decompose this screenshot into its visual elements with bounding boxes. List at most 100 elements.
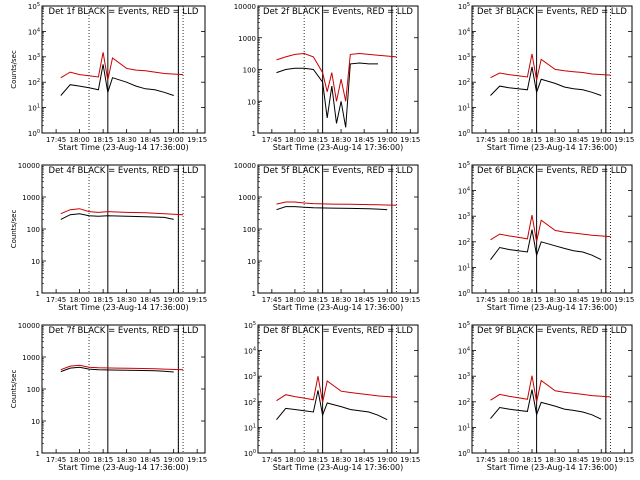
series-events-line xyxy=(60,213,174,220)
x-tick-label: 19:00 xyxy=(164,136,184,144)
x-tick-label: 19:15 xyxy=(187,296,207,304)
y-tick-label: 10000 xyxy=(234,162,256,170)
x-axis-label: Start Time (23-Aug-14 17:36:00) xyxy=(487,463,618,472)
panel-title: Det 5f BLACK = Events, RED = LLD xyxy=(263,166,413,176)
x-tick-label: 18:15 xyxy=(93,136,113,144)
panel-title: Det 3f BLACK = Events, RED = LLD xyxy=(477,7,627,17)
panel-6: Det 6f BLACK = Events, RED = LLD 100 101 10… xyxy=(458,161,635,312)
x-tick-label: 17:45 xyxy=(262,136,282,144)
series-lld-line xyxy=(490,375,611,403)
x-axis-label: Start Time (23-Aug-14 17:36:00) xyxy=(487,143,618,152)
series-lld-line xyxy=(276,376,397,403)
y-tick-label: 1 xyxy=(252,130,256,138)
x-tick-label: 18:45 xyxy=(140,456,160,464)
x-axis-label: Start Time (23-Aug-14 17:36:00) xyxy=(58,143,189,152)
y-tick-label: 101 xyxy=(458,423,470,432)
x-tick-label: 19:00 xyxy=(164,456,184,464)
y-tick-label: 102 xyxy=(458,238,470,247)
y-tick-label: 1 xyxy=(252,290,256,298)
y-tick-label: 103 xyxy=(244,372,256,381)
y-tick-label: 101 xyxy=(458,104,470,113)
x-tick-label: 17:45 xyxy=(262,296,282,304)
panel-5: Det 5f BLACK = Events, RED = LLD 1 10 100 10… xyxy=(234,162,421,312)
x-tick-label: 18:45 xyxy=(140,136,160,144)
x-tick-label: 18:30 xyxy=(117,136,137,144)
x-tick-label: 19:15 xyxy=(400,136,420,144)
y-axis-label: Counts/sec xyxy=(10,370,18,409)
x-tick-label: 18:00 xyxy=(285,456,305,464)
y-tick-label: 100 xyxy=(27,226,40,234)
x-tick-label: 19:15 xyxy=(400,296,420,304)
y-tick-label: 102 xyxy=(244,398,256,407)
series-events-line xyxy=(60,64,174,96)
y-tick-label: 100 xyxy=(243,226,256,234)
y-tick-label: 1000 xyxy=(238,194,256,202)
x-tick-label: 17:45 xyxy=(476,136,496,144)
x-tick-label: 18:30 xyxy=(117,296,137,304)
plot-frame xyxy=(41,164,206,294)
panel-title: Det 2f BLACK = Events, RED = LLD xyxy=(263,7,413,17)
panel-4: Det 4f BLACK = Events, RED = LLD 1 10 100 10… xyxy=(10,162,207,312)
y-tick-label: 102 xyxy=(458,78,470,87)
y-tick-label: 1 xyxy=(36,290,40,298)
panel-8: Det 8f BLACK = Events, RED = LLD 100 101 10… xyxy=(244,321,421,472)
x-tick-label: 17:45 xyxy=(46,456,66,464)
x-tick-label: 18:45 xyxy=(140,296,160,304)
x-tick-label: 18:00 xyxy=(285,136,305,144)
x-tick-label: 18:00 xyxy=(499,456,519,464)
series-lld-line xyxy=(276,201,397,206)
x-tick-label: 19:15 xyxy=(187,136,207,144)
y-tick-label: 1000 xyxy=(22,194,40,202)
x-tick-label: 18:15 xyxy=(308,456,328,464)
panel-2: Det 2f BLACK = Events, RED = LLD 1 10 100 10… xyxy=(234,3,421,152)
x-tick-label: 19:00 xyxy=(377,456,397,464)
y-tick-label: 102 xyxy=(458,398,470,407)
x-tick-label: 18:30 xyxy=(331,296,351,304)
series-lld-line xyxy=(490,53,611,81)
panel-1: Det 1f BLACK = Events, RED = LLD 100 101 10… xyxy=(10,2,207,152)
series-lld-line xyxy=(276,52,397,102)
y-tick-label: 103 xyxy=(458,53,470,62)
x-tick-label: 19:00 xyxy=(377,296,397,304)
x-tick-label: 18:45 xyxy=(354,456,374,464)
x-tick-label: 17:45 xyxy=(262,456,282,464)
x-tick-label: 18:00 xyxy=(499,296,519,304)
y-tick-label: 105 xyxy=(28,2,40,11)
x-tick-label: 18:15 xyxy=(522,136,542,144)
x-tick-label: 19:15 xyxy=(400,456,420,464)
x-tick-label: 18:30 xyxy=(331,456,351,464)
panel-title: Det 4f BLACK = Events, RED = LLD xyxy=(49,166,199,176)
y-tick-label: 10 xyxy=(31,258,40,266)
x-tick-label: 18:45 xyxy=(354,296,374,304)
x-tick-label: 18:30 xyxy=(545,136,565,144)
x-tick-label: 18:30 xyxy=(545,296,565,304)
x-axis-label: Start Time (23-Aug-14 17:36:00) xyxy=(58,303,189,312)
x-axis-label: Start Time (23-Aug-14 17:36:00) xyxy=(273,303,404,312)
panel-title: Det 1f BLACK = Events, RED = LLD xyxy=(49,7,199,17)
x-tick-label: 18:00 xyxy=(70,456,90,464)
y-tick-label: 104 xyxy=(244,347,256,356)
y-tick-label: 10 xyxy=(247,258,256,266)
series-events-line xyxy=(60,366,174,373)
y-tick-label: 103 xyxy=(28,53,40,62)
panel-title: Det 9f BLACK = Events, RED = LLD xyxy=(477,326,627,336)
x-tick-label: 18:45 xyxy=(568,136,588,144)
x-axis-label: Start Time (23-Aug-14 17:36:00) xyxy=(273,463,404,472)
x-tick-label: 18:15 xyxy=(308,136,328,144)
x-tick-label: 18:00 xyxy=(70,136,90,144)
x-tick-label: 19:15 xyxy=(614,456,634,464)
y-tick-label: 104 xyxy=(458,187,470,196)
panel-title: Det 8f BLACK = Events, RED = LLD xyxy=(263,326,413,336)
y-tick-label: 10 xyxy=(247,98,256,106)
series-events-line xyxy=(490,229,602,261)
series-events-line xyxy=(276,62,378,128)
y-tick-label: 100 xyxy=(27,386,40,394)
y-tick-label: 101 xyxy=(28,104,40,113)
x-tick-label: 18:00 xyxy=(499,136,519,144)
y-tick-label: 100 xyxy=(243,67,256,75)
x-tick-label: 19:15 xyxy=(614,136,634,144)
y-tick-label: 100 xyxy=(28,129,40,138)
series-events-line xyxy=(276,206,388,211)
series-events-line xyxy=(276,390,388,421)
x-tick-label: 18:30 xyxy=(331,136,351,144)
